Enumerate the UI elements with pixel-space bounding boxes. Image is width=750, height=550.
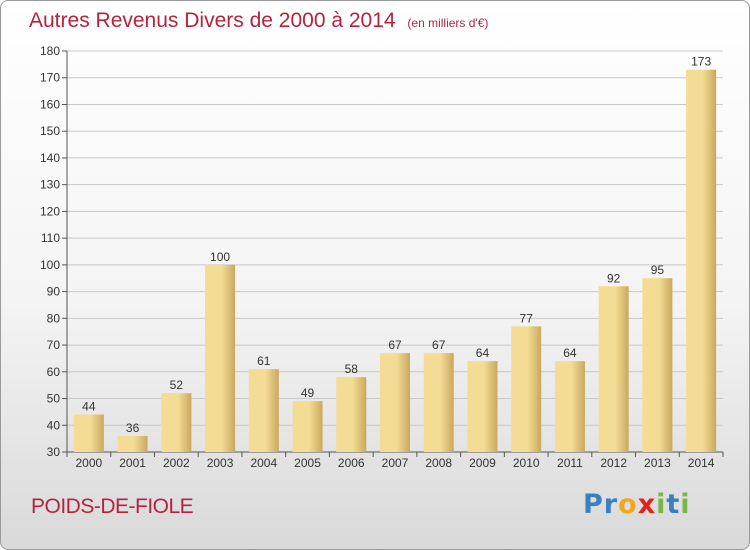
y-tick-label: 50	[47, 392, 61, 406]
x-tick-label: 2002	[163, 456, 190, 470]
y-tick-label: 170	[40, 71, 60, 85]
bar	[554, 361, 585, 452]
data-label: 64	[476, 346, 490, 360]
y-tick-label: 150	[40, 124, 60, 138]
logo-letter: o	[618, 489, 638, 520]
bar	[117, 435, 148, 452]
data-label: 49	[301, 386, 315, 400]
commune-name: POIDS-DE-FIOLE	[31, 495, 194, 518]
logo-letter: r	[603, 489, 619, 520]
y-tick-label: 90	[47, 285, 61, 299]
data-label: 77	[520, 311, 534, 325]
x-tick-label: 2012	[600, 456, 627, 470]
y-tick-label: 140	[40, 151, 60, 165]
y-tick-label: 180	[40, 44, 60, 58]
y-tick-label: 120	[40, 204, 60, 218]
x-tick-label: 2007	[382, 456, 409, 470]
logo-letter: P	[583, 489, 604, 520]
y-tick-label: 40	[47, 418, 61, 432]
data-label: 64	[563, 346, 577, 360]
x-tick-label: 2008	[425, 456, 452, 470]
data-label: 44	[82, 400, 96, 414]
x-tick-label: 2004	[250, 456, 277, 470]
y-tick-label: 70	[47, 338, 61, 352]
data-label: 36	[126, 421, 140, 435]
data-label: 95	[651, 263, 665, 277]
bar	[686, 69, 717, 453]
proxiti-logo: Proxiti	[583, 489, 691, 520]
bar	[336, 377, 367, 452]
y-tick-label: 60	[47, 365, 61, 379]
x-tick-label: 2001	[119, 456, 146, 470]
bar	[161, 393, 192, 452]
bar	[205, 264, 236, 452]
bar	[467, 361, 498, 452]
labels: 30 40 50 60 70 80 90 100 110 120 130 140 150 160 170 18…	[40, 44, 715, 470]
y-tick-label: 100	[40, 258, 60, 272]
logo-letter: x	[637, 489, 657, 520]
y-tick-label: 30	[47, 445, 61, 459]
bar	[248, 369, 279, 452]
bar	[598, 286, 629, 452]
bars	[73, 69, 717, 453]
data-label: 67	[388, 338, 402, 352]
y-tick-label: 110	[41, 231, 60, 245]
x-tick-label: 2003	[207, 456, 234, 470]
x-tick-label: 2005	[294, 456, 321, 470]
data-label: 67	[432, 338, 446, 352]
bar	[642, 278, 673, 452]
x-tick-label: 2010	[513, 456, 540, 470]
bar	[292, 401, 323, 452]
bar	[73, 414, 104, 452]
data-label: 52	[170, 378, 184, 392]
x-tick-label: 2014	[688, 456, 715, 470]
x-tick-label: 2013	[644, 456, 671, 470]
y-tick-label: 130	[40, 178, 60, 192]
x-tick-label: 2000	[76, 456, 103, 470]
x-tick-label: 2006	[338, 456, 365, 470]
bar	[423, 353, 454, 452]
logo-letter: i	[656, 489, 667, 520]
bar	[511, 326, 542, 452]
y-tick-label: 80	[47, 311, 61, 325]
logo-letter: t	[666, 489, 681, 520]
chart-subtitle: (en milliers d'€)	[407, 16, 489, 30]
y-tick-label: 160	[40, 97, 60, 111]
bar	[380, 353, 410, 452]
chart-title-text: Autres Revenus Divers de 2000 à 2014	[29, 9, 396, 32]
data-label: 173	[691, 55, 711, 69]
data-label: 100	[210, 250, 230, 264]
x-tick-label: 2009	[469, 456, 496, 470]
chart-title: Autres Revenus Divers de 2000 à 2014 (en…	[29, 9, 488, 33]
data-label: 61	[257, 354, 271, 368]
logo-letter: i	[680, 489, 691, 520]
data-label: 92	[607, 271, 621, 285]
data-label: 58	[345, 362, 359, 376]
x-tick-label: 2011	[557, 456, 583, 470]
